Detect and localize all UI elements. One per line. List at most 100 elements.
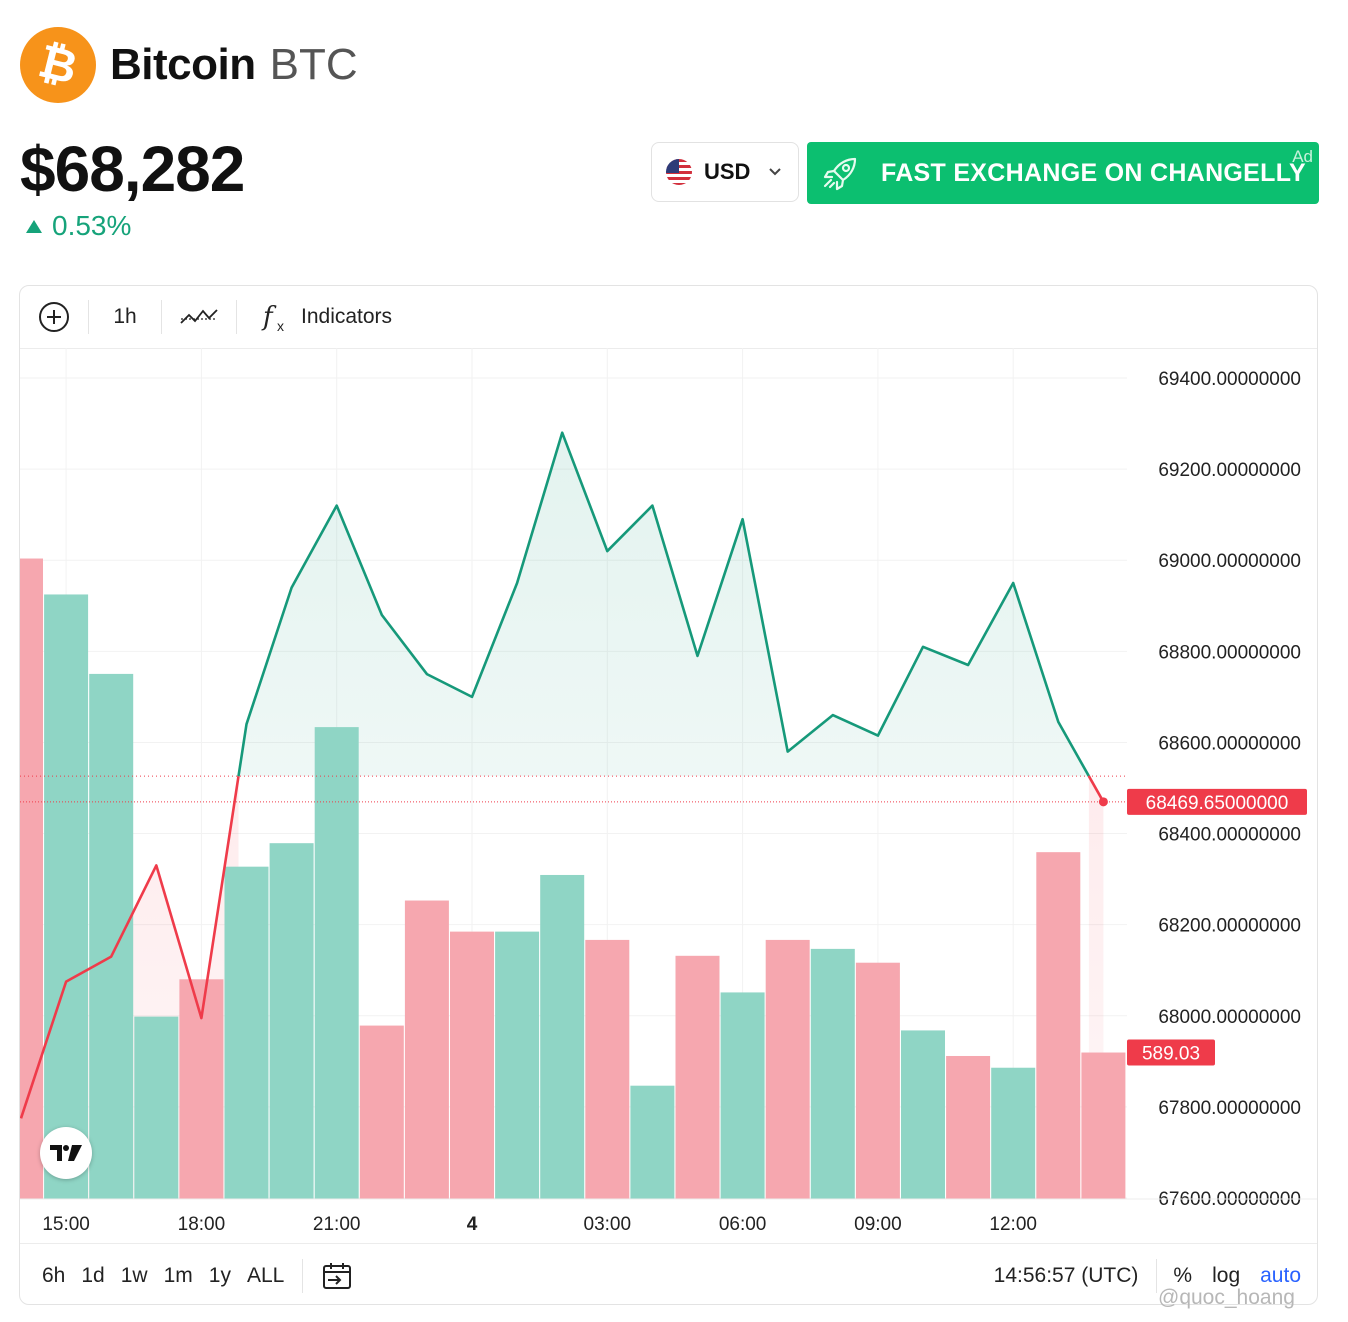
currency-select[interactable]: USD [651, 142, 799, 202]
tradingview-logo-icon[interactable] [40, 1127, 92, 1179]
watermark: @quoc_hoang [1158, 1286, 1295, 1309]
y-axis-tick-label: 68200.00000000 [1158, 916, 1301, 937]
plus-circle-icon [39, 302, 69, 332]
volume-bar [134, 1016, 179, 1199]
price-area-up [238, 432, 1089, 777]
volume-bar [1036, 852, 1081, 1199]
volume-bar [1081, 1052, 1126, 1199]
coin-name: Bitcoin [110, 40, 256, 89]
price-change: 0.53% [26, 210, 131, 242]
us-flag-icon [666, 159, 692, 185]
indicators-button[interactable]: f x Indicators [237, 286, 392, 348]
last-price-badge-label: 68469.65000000 [1146, 793, 1289, 814]
volume-bar [720, 992, 765, 1199]
y-axis-tick-label: 69000.00000000 [1158, 551, 1301, 572]
volume-bar [946, 1055, 991, 1199]
chart-toolbar: 1h f x Indicators [20, 286, 1317, 349]
price-line-up-segment [237, 431, 1091, 777]
last-volume-badge-label: 589.03 [1142, 1044, 1200, 1065]
volume-bar [89, 673, 134, 1199]
y-axis-tick-label: 69400.00000000 [1158, 369, 1301, 390]
last-price-marker [1098, 797, 1108, 807]
price-chart[interactable]: 69400.00000000 69200.00000000 69000.000000… [20, 348, 1317, 1243]
bottom-bar-divider [302, 1258, 304, 1293]
volume-bar [585, 939, 630, 1199]
chart-bottom-bar: 6h 1d 1w 1m 1y ALL 14:56:57 (UTC) % log … [20, 1243, 1317, 1304]
toolbar-divider [88, 300, 89, 334]
price-line-down-segment [1087, 775, 1105, 803]
chevron-down-icon [769, 168, 782, 176]
rocket-icon [823, 157, 857, 191]
price-change-value: 0.53% [52, 210, 132, 241]
calendar-goto-icon [323, 1262, 352, 1289]
toolbar-divider [236, 300, 237, 334]
coin-header: ₿ Bitcoin BTC [20, 26, 358, 104]
volume-bar [765, 939, 810, 1199]
svg-text:x: x [277, 318, 284, 333]
range-6h-button[interactable]: 6h [42, 1263, 66, 1287]
x-axis-tick-label: 06:00 [719, 1214, 767, 1235]
coin-symbol: BTC [269, 40, 358, 89]
exchange-button[interactable]: FAST EXCHANGE ON CHANGELLY Ad [807, 142, 1319, 204]
volume-bar [855, 962, 900, 1199]
percent-scale-button[interactable]: % [1173, 1263, 1193, 1287]
volume-bar [450, 931, 494, 1199]
volume-bar [44, 594, 89, 1199]
tradingview-glyph [50, 1145, 82, 1161]
volume-bar [630, 1085, 675, 1199]
ad-badge: Ad [1292, 147, 1313, 166]
bitcoin-logo-icon: ₿ [20, 27, 96, 103]
indicators-label: Indicators [301, 305, 393, 328]
range-buttons: 6h 1d 1w 1m 1y ALL [34, 1264, 292, 1288]
x-axis-tick-label: 15:00 [42, 1214, 90, 1235]
svg-text:₿: ₿ [34, 34, 83, 94]
toolbar-divider [161, 300, 162, 334]
x-axis-tick-label: 03:00 [584, 1214, 632, 1235]
price-chart-widget: 1h f x Indicators [19, 285, 1318, 1305]
volume-bar [269, 843, 314, 1199]
volume-bar [359, 1025, 404, 1199]
range-1w-button[interactable]: 1w [120, 1263, 148, 1287]
svg-text:f: f [261, 302, 277, 332]
y-axis-tick-label: 68400.00000000 [1158, 825, 1301, 846]
log-scale-button[interactable]: log [1212, 1263, 1241, 1287]
x-axis-tick-label: 4 [467, 1214, 478, 1235]
utc-time[interactable]: 14:56:57 (UTC) [993, 1263, 1139, 1287]
range-1m-button[interactable]: 1m [163, 1263, 193, 1287]
last-volume-badge [1127, 1039, 1215, 1066]
y-axis-tick-label: 68000.00000000 [1158, 1007, 1301, 1028]
line-chart-icon [180, 309, 218, 324]
volume-bar [540, 874, 585, 1199]
x-axis-tick-label: 12:00 [989, 1214, 1037, 1235]
price-line-down-segment [20, 776, 240, 1119]
volume-bar [675, 955, 720, 1199]
range-all-button[interactable]: ALL [246, 1263, 285, 1287]
auto-scale-button[interactable]: auto [1260, 1263, 1301, 1287]
interval-button[interactable]: 1h [89, 286, 161, 348]
currency-label: USD [704, 159, 751, 184]
chart-type-button[interactable] [162, 286, 236, 348]
volume-bar [20, 558, 43, 1199]
current-price: $68,282 [20, 133, 245, 205]
arrow-up-icon [26, 219, 42, 233]
bitcoin-glyph: ₿ [34, 34, 83, 94]
volume-bar [901, 1030, 945, 1199]
range-1y-button[interactable]: 1y [208, 1263, 231, 1287]
bottom-bar-divider [1156, 1258, 1158, 1293]
date-range-button[interactable] [321, 1260, 353, 1292]
add-symbol-button[interactable] [20, 286, 88, 348]
last-price-badge [1127, 788, 1307, 815]
volume-bar [991, 1067, 1036, 1199]
function-icon: f x [261, 302, 284, 333]
x-axis-tick-label: 09:00 [854, 1214, 902, 1235]
y-axis-tick-label: 67800.00000000 [1158, 1098, 1301, 1119]
x-axis-tick-label: 21:00 [313, 1214, 361, 1235]
volume-bar [495, 931, 540, 1199]
range-1d-button[interactable]: 1d [81, 1263, 105, 1287]
y-axis-tick-label: 69200.00000000 [1158, 460, 1301, 481]
x-axis-tick-label: 18:00 [178, 1214, 226, 1235]
interval-label: 1h [113, 305, 137, 328]
volume-bar [314, 727, 359, 1199]
volume-bar [810, 948, 855, 1199]
volume-bar [224, 866, 269, 1199]
